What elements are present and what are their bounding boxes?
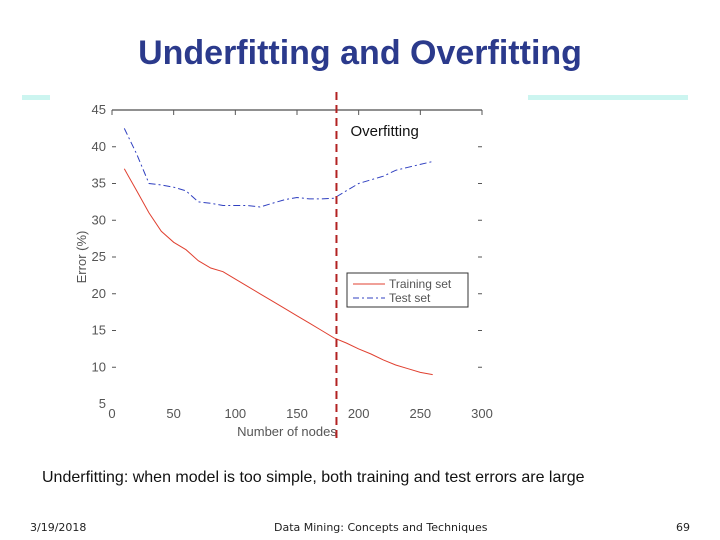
- legend-label-training-set: Training set: [389, 277, 452, 291]
- caption-term: Underfitting: [42, 469, 124, 486]
- x-tick-label: 200: [348, 406, 370, 421]
- page-number: 69: [676, 521, 690, 534]
- x-axis-label: Number of nodes: [237, 424, 337, 439]
- caption: Underfitting: when model is too simple, …: [42, 469, 702, 487]
- x-tick-label: 250: [409, 406, 431, 421]
- x-tick-label: 300: [471, 406, 493, 421]
- y-tick-label: 40: [92, 139, 106, 154]
- caption-text: : when model is too simple, both trainin…: [123, 469, 585, 486]
- y-tick-label: 25: [92, 249, 106, 264]
- decorative-bar-left: [22, 95, 50, 100]
- x-tick-label: 100: [224, 406, 246, 421]
- y-tick-label: 35: [92, 176, 106, 191]
- y-tick-label: 15: [92, 323, 106, 338]
- y-tick-label: 10: [92, 359, 106, 374]
- y-tick-label: 30: [92, 212, 106, 227]
- x-tick-label: 50: [166, 406, 180, 421]
- overfitting-label: Overfitting: [350, 123, 418, 140]
- y-tick-label: 5: [99, 396, 106, 411]
- legend-label-test-set: Test set: [389, 291, 431, 305]
- y-tick-label: 20: [92, 286, 106, 301]
- x-tick-label: 0: [108, 406, 115, 421]
- series-line-test-set: [123, 128, 433, 208]
- footer-date: 3/19/2018: [30, 521, 87, 534]
- series-line-training-set: [123, 168, 433, 376]
- slide-title: Underfitting and Overfitting: [138, 34, 582, 72]
- error-vs-nodes-chart: 5 10 15 20 25 30 35 40 45 0 50 100 150 200 250 300 Numbe…: [74, 92, 493, 440]
- legend-box: [346, 272, 469, 308]
- overfitting-label-background: [346, 120, 441, 142]
- y-axis-label: Error (%): [74, 231, 89, 284]
- footer-course-title: Data Mining: Concepts and Techniques: [274, 521, 488, 534]
- x-tick-label: 150: [286, 406, 308, 421]
- decorative-bar-right: [528, 95, 688, 100]
- y-tick-label: 45: [92, 102, 106, 117]
